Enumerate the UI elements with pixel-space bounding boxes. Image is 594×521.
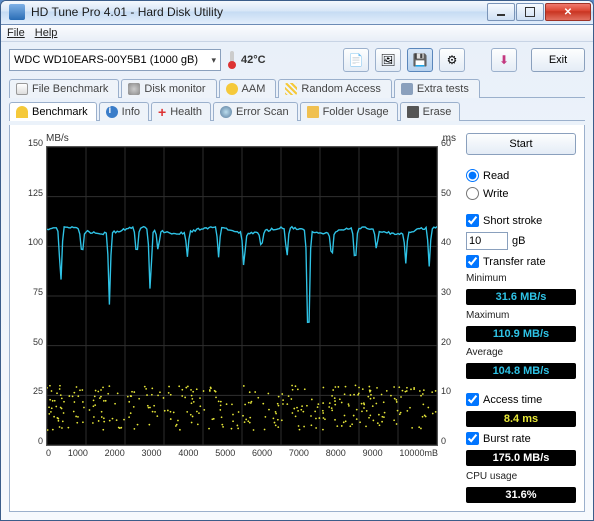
minimum-value: 31.6 MB/s (466, 289, 576, 305)
transfer-rate-check[interactable]: Transfer rate (466, 255, 576, 268)
chart: 0255075100125150 0102030405060 (46, 146, 438, 446)
temperature: 42°C (227, 51, 266, 69)
exit-button[interactable]: Exit (531, 48, 585, 72)
burst-rate-value: 175.0 MB/s (466, 450, 576, 466)
short-stroke-unit: gB (512, 235, 525, 247)
save-button[interactable]: 💾 (407, 48, 433, 72)
tab-erase[interactable]: Erase (400, 102, 461, 121)
access-time-check[interactable]: Access time (466, 393, 576, 406)
menu-file[interactable]: File (7, 27, 25, 39)
erase-icon (407, 106, 419, 118)
menu-help[interactable]: Help (35, 27, 58, 39)
start-button[interactable]: Start (466, 133, 576, 155)
tab-extra-tests[interactable]: Extra tests (394, 79, 480, 98)
tab-benchmark[interactable]: Benchmark (9, 102, 97, 121)
random-access-icon (285, 83, 297, 95)
short-stroke-check[interactable]: Short stroke (466, 214, 576, 227)
app-window: HD Tune Pro 4.01 - Hard Disk Utility Fil… (0, 0, 594, 521)
toolbar: WDC WD10EARS-00Y5B1 (1000 gB) 42°C 📄 🖼 💾… (9, 48, 585, 72)
file-benchmark-icon (16, 83, 28, 95)
average-label: Average (466, 347, 576, 358)
tab-disk-monitor[interactable]: Disk monitor (121, 79, 216, 98)
menubar: File Help (1, 25, 593, 42)
tab-folder-usage[interactable]: Folder Usage (300, 102, 398, 121)
tab-file-benchmark[interactable]: File Benchmark (9, 79, 119, 98)
info-icon (106, 106, 118, 118)
minimum-label: Minimum (466, 273, 576, 284)
benchmark-icon (16, 106, 28, 118)
content: WDC WD10EARS-00Y5B1 (1000 gB) 42°C 📄 🖼 💾… (1, 42, 593, 520)
x-axis: 0100020003000400050006000700080009000100… (46, 448, 438, 458)
read-radio[interactable]: Read (466, 169, 576, 182)
thermometer-icon (227, 51, 237, 69)
y-axis-right: 0102030405060 (439, 143, 459, 441)
disk-monitor-icon (128, 83, 140, 95)
aam-icon (226, 83, 238, 95)
health-icon: + (158, 107, 166, 117)
titlebar[interactable]: HD Tune Pro 4.01 - Hard Disk Utility (1, 1, 593, 25)
tab-health[interactable]: +Health (151, 102, 211, 121)
side-panel: Start Read Write Short stroke gB Transfe… (466, 133, 576, 503)
temperature-value: 42°C (241, 54, 266, 66)
benchmark-panel: MB/s ms 0255075100125150 0102030405060 0… (9, 125, 585, 512)
tab-aam[interactable]: AAM (219, 79, 277, 98)
drive-select[interactable]: WDC WD10EARS-00Y5B1 (1000 gB) (9, 49, 221, 71)
chart-area: MB/s ms 0255075100125150 0102030405060 0… (18, 133, 458, 503)
tab-info[interactable]: Info (99, 102, 149, 121)
window-title: HD Tune Pro 4.01 - Hard Disk Utility (31, 5, 486, 19)
y-left-unit: MB/s (46, 133, 69, 144)
copy-screenshot-button[interactable]: 🖼 (375, 48, 401, 72)
app-icon (9, 4, 25, 20)
chart-plot (47, 147, 437, 445)
tab-error-scan[interactable]: Error Scan (213, 102, 298, 121)
maximum-value: 110.9 MB/s (466, 326, 576, 342)
extra-tests-icon (401, 83, 413, 95)
tabrow-2: Benchmark Info +Health Error Scan Folder… (9, 101, 585, 121)
copy-text-button[interactable]: 📄 (343, 48, 369, 72)
options-button[interactable]: ⚙ (439, 48, 465, 72)
drive-select-value: WDC WD10EARS-00Y5B1 (1000 gB) (14, 54, 198, 66)
maximum-label: Maximum (466, 310, 576, 321)
access-time-value: 8.4 ms (466, 411, 576, 427)
error-scan-icon (220, 106, 232, 118)
tabrow-1: File Benchmark Disk monitor AAM Random A… (9, 78, 585, 98)
cpu-usage-label: CPU usage (466, 471, 576, 482)
maximize-button[interactable] (516, 3, 544, 21)
down-icon-button[interactable]: ⬇ (491, 48, 517, 72)
folder-usage-icon (307, 106, 319, 118)
cpu-usage-value: 31.6% (466, 487, 576, 503)
short-stroke-input[interactable] (466, 232, 508, 250)
y-axis-left: 0255075100125150 (19, 143, 45, 441)
close-button[interactable] (545, 3, 591, 21)
minimize-button[interactable] (487, 3, 515, 21)
burst-rate-check[interactable]: Burst rate (466, 432, 576, 445)
tab-random-access[interactable]: Random Access (278, 79, 391, 98)
average-value: 104.8 MB/s (466, 363, 576, 379)
write-radio[interactable]: Write (466, 187, 576, 200)
